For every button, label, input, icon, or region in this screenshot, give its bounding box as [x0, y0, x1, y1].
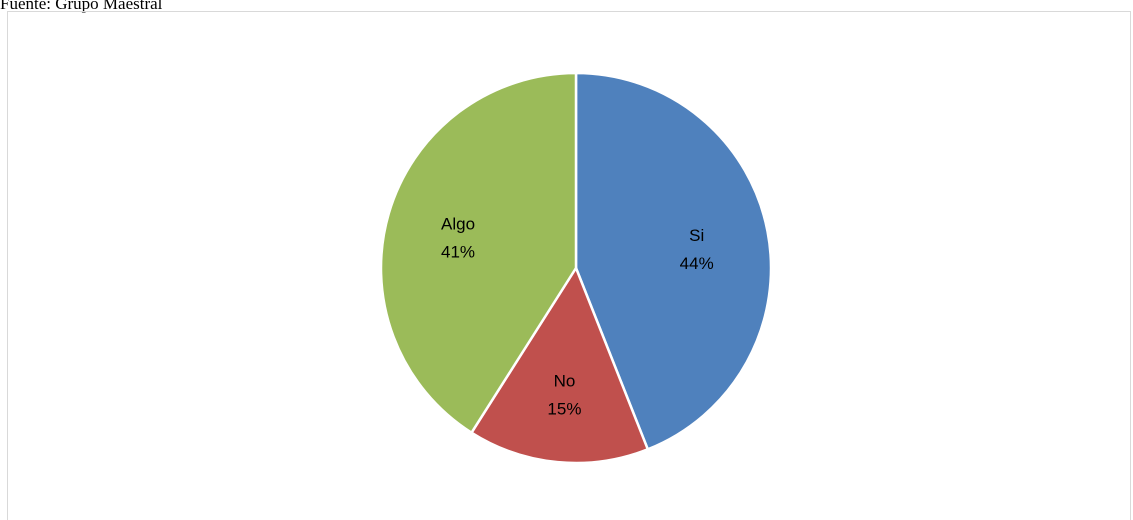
- pie-label-percent-algo: 41%: [441, 243, 475, 262]
- pie-label-percent-si: 44%: [680, 254, 714, 273]
- pie-slice-si: [574, 71, 773, 451]
- pie-label-category-no: No: [554, 371, 576, 390]
- pie-label-category-si: Si: [689, 226, 704, 245]
- pie-slices: [379, 71, 773, 465]
- chart-area: [7, 11, 1131, 520]
- pie-label-category-algo: Algo: [441, 215, 475, 234]
- pie-slice-no: [470, 266, 650, 465]
- pie-slice-algo: [379, 71, 578, 434]
- source-caption: Fuente: Grupo Maestral: [0, 0, 163, 13]
- pie-labels: Si 44% No 15% Algo 41%: [441, 215, 714, 419]
- pie-label-percent-no: 15%: [547, 399, 581, 418]
